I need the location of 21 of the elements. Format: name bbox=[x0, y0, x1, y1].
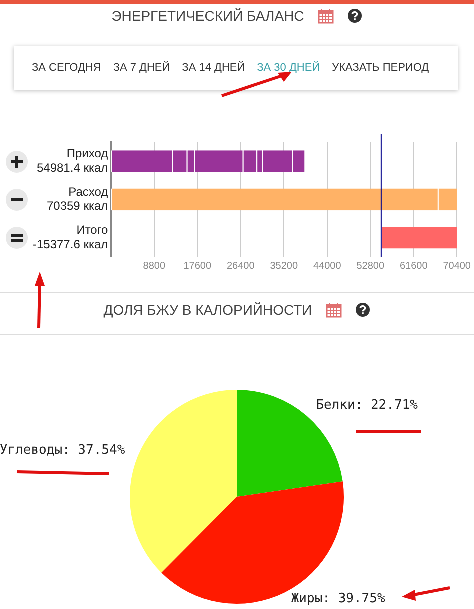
y-tick-label: Приход 54981.4 ккал bbox=[36, 146, 108, 176]
text: УКАЗАТЬ ПЕРИОД bbox=[332, 62, 430, 74]
chart-title: ДОЛЯ БЖУ В КАЛОРИЙНОСТИ bbox=[104, 302, 312, 318]
text: ЗА 30 ДНЕЙ bbox=[257, 62, 320, 74]
x-tick-label: 26400 bbox=[226, 260, 256, 272]
x-tick-label: 70400 bbox=[443, 260, 472, 272]
text: ЗА 7 ДНЕЙ bbox=[113, 62, 170, 74]
x-tick-label: 52800 bbox=[356, 260, 385, 272]
x-tick-label: 61600 bbox=[400, 260, 428, 272]
y-tick-label: Итого -15377.6 ккал bbox=[32, 223, 108, 252]
x-tick-label: 17600 bbox=[184, 260, 212, 272]
chart-title: ЭНЕРГЕТИЧЕСКИЙ БАЛАНС bbox=[112, 8, 304, 24]
slice-label: Углеводы: 37.54% bbox=[0, 443, 126, 458]
x-tick-label: 35200 bbox=[270, 260, 298, 272]
text: ЗА 14 ДНЕЙ bbox=[182, 62, 246, 74]
text: ЗА СЕГОДНЯ bbox=[32, 62, 102, 74]
y-tick-label: Расход 70359 ккал bbox=[46, 184, 108, 214]
slice-label: Белки: 22.71% bbox=[316, 398, 418, 413]
x-tick-label: 44000 bbox=[313, 260, 342, 272]
x-tick-label: 8800 bbox=[143, 260, 166, 272]
slice-label: Жиры: 39.75% bbox=[291, 591, 386, 606]
